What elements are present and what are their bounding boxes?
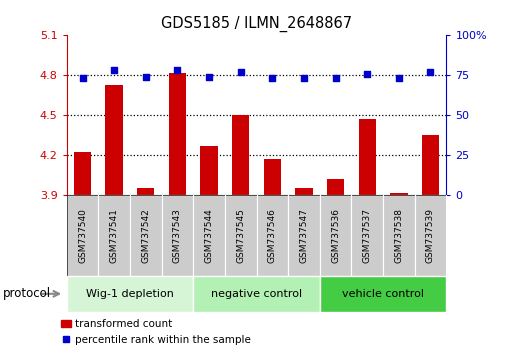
- Bar: [225, 195, 256, 276]
- Point: [236, 69, 245, 75]
- Bar: [288, 195, 320, 276]
- Legend: transformed count, percentile rank within the sample: transformed count, percentile rank withi…: [56, 315, 255, 349]
- Text: GSM737542: GSM737542: [141, 208, 150, 263]
- Bar: [327, 179, 344, 195]
- Point: [205, 74, 213, 80]
- Bar: [67, 195, 98, 276]
- Point: [394, 75, 403, 81]
- Text: vehicle control: vehicle control: [342, 289, 424, 299]
- Bar: [193, 276, 320, 312]
- Bar: [390, 193, 407, 195]
- Bar: [130, 195, 162, 276]
- Bar: [383, 195, 415, 276]
- Bar: [320, 195, 351, 276]
- Text: GSM737540: GSM737540: [78, 208, 87, 263]
- Bar: [74, 152, 91, 195]
- Point: [78, 75, 87, 81]
- Text: GSM737541: GSM737541: [110, 208, 119, 263]
- Bar: [162, 195, 193, 276]
- Text: GSM737536: GSM737536: [331, 208, 340, 263]
- Text: GDS5185 / ILMN_2648867: GDS5185 / ILMN_2648867: [161, 16, 352, 32]
- Text: GSM737543: GSM737543: [173, 208, 182, 263]
- Point: [300, 75, 308, 81]
- Bar: [137, 188, 154, 195]
- Text: negative control: negative control: [211, 289, 302, 299]
- Bar: [320, 276, 446, 312]
- Bar: [193, 195, 225, 276]
- Text: GSM737546: GSM737546: [268, 208, 277, 263]
- Point: [331, 75, 340, 81]
- Text: protocol: protocol: [3, 287, 51, 300]
- Bar: [106, 85, 123, 195]
- Bar: [232, 115, 249, 195]
- Point: [268, 75, 277, 81]
- Bar: [359, 119, 376, 195]
- Text: GSM737544: GSM737544: [205, 208, 213, 263]
- Text: Wig-1 depletion: Wig-1 depletion: [86, 289, 174, 299]
- Bar: [295, 188, 312, 195]
- Bar: [169, 73, 186, 195]
- Bar: [201, 145, 218, 195]
- Point: [363, 71, 371, 76]
- Text: GSM737547: GSM737547: [300, 208, 308, 263]
- Text: GSM737537: GSM737537: [363, 208, 372, 263]
- Bar: [415, 195, 446, 276]
- Bar: [98, 195, 130, 276]
- Point: [110, 68, 118, 73]
- Bar: [67, 276, 193, 312]
- Text: GSM737545: GSM737545: [236, 208, 245, 263]
- Point: [173, 68, 182, 73]
- Point: [142, 74, 150, 80]
- Bar: [264, 159, 281, 195]
- Text: GSM737538: GSM737538: [394, 208, 403, 263]
- Bar: [256, 195, 288, 276]
- Text: GSM737539: GSM737539: [426, 208, 435, 263]
- Point: [426, 69, 435, 75]
- Bar: [351, 195, 383, 276]
- Bar: [422, 135, 439, 195]
